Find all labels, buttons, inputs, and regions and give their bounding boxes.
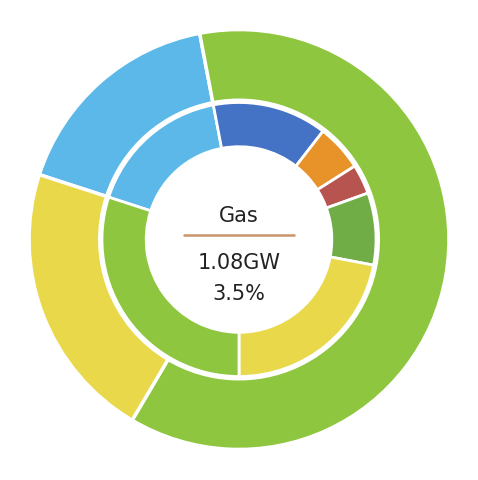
Wedge shape bbox=[317, 167, 368, 209]
Wedge shape bbox=[132, 31, 449, 449]
Wedge shape bbox=[39, 34, 213, 197]
Wedge shape bbox=[102, 198, 239, 377]
Wedge shape bbox=[239, 257, 374, 377]
Wedge shape bbox=[326, 194, 376, 265]
Wedge shape bbox=[213, 103, 323, 167]
Text: 3.5%: 3.5% bbox=[213, 283, 265, 303]
Text: 1.08GW: 1.08GW bbox=[197, 252, 281, 272]
Wedge shape bbox=[29, 175, 168, 420]
Wedge shape bbox=[296, 132, 355, 191]
Wedge shape bbox=[109, 106, 222, 211]
Text: Gas: Gas bbox=[219, 206, 259, 226]
